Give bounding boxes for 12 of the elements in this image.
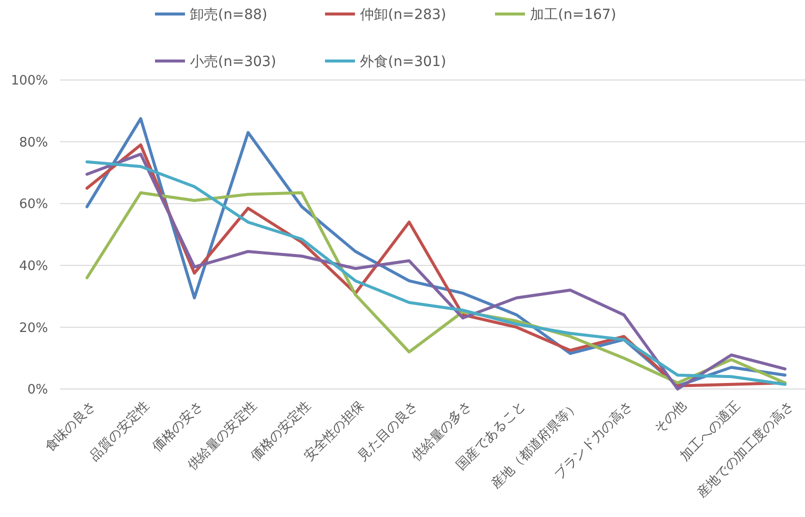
y-tick-label: 80% bbox=[19, 135, 48, 150]
legend-label: 加工(n=167) bbox=[530, 6, 616, 23]
legend-label: 仲卸(n=283) bbox=[360, 6, 446, 23]
y-tick-label: 20% bbox=[19, 320, 48, 336]
legend-label: 小売(n=303) bbox=[190, 54, 276, 70]
x-tick-label: その他 bbox=[651, 398, 690, 437]
y-tick-label: 0% bbox=[27, 382, 48, 398]
y-tick-label: 40% bbox=[19, 258, 48, 274]
legend-label: 外食(n=301) bbox=[360, 54, 446, 70]
legend-label: 卸売(n=88) bbox=[190, 6, 268, 23]
y-tick-label: 100% bbox=[10, 74, 48, 89]
y-tick-label: 60% bbox=[19, 197, 48, 212]
